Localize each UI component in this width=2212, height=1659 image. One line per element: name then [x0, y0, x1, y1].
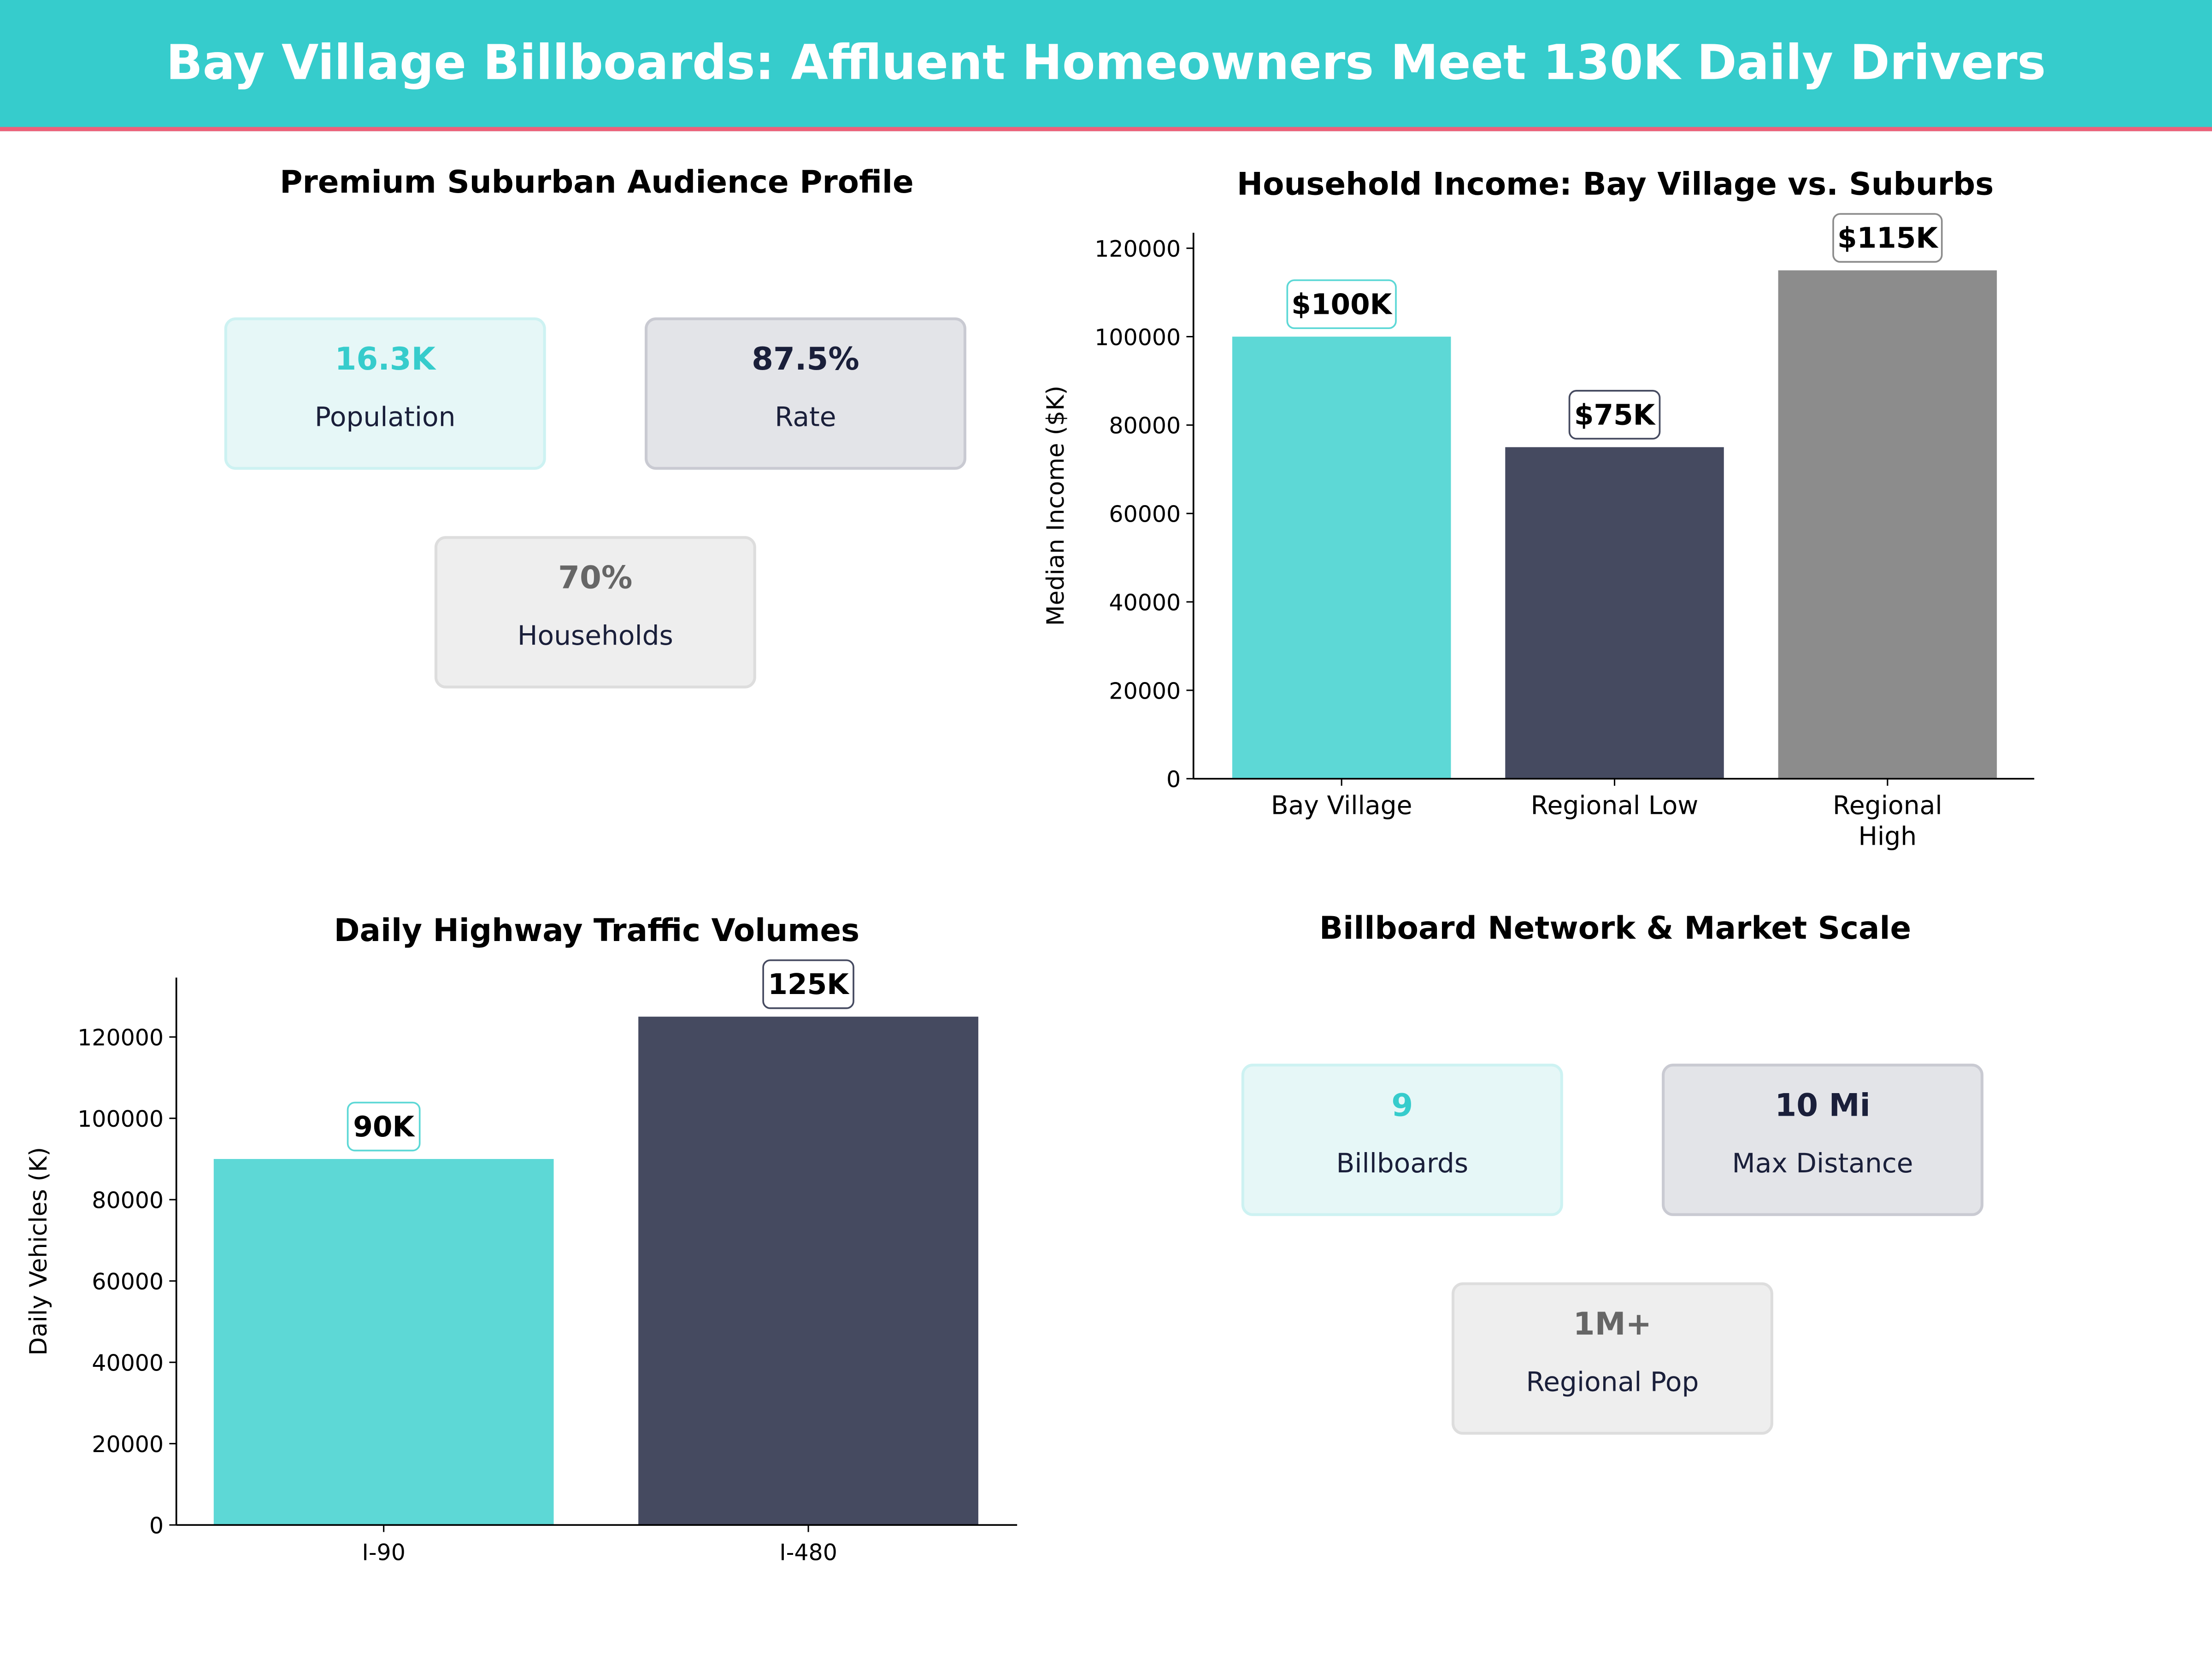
x-tick-label: Bay Village	[1271, 790, 1412, 820]
stat-value: 70%	[558, 561, 633, 597]
stat-label: Regional Pop	[1526, 1367, 1699, 1398]
stat-card-max-distance: 10 Mi Max Distance	[1662, 1064, 1984, 1216]
y-tick-label: 60000	[1109, 501, 1181, 528]
stat-card-rate: 87.5% Rate	[644, 317, 966, 470]
stat-label: Billboards	[1336, 1148, 1469, 1180]
y-tick-label: 80000	[1109, 413, 1181, 439]
stat-card-billboards: 9 Billboards	[1241, 1064, 1563, 1216]
data-label-box	[347, 1101, 421, 1152]
x-tick-label: Regional Low	[1531, 790, 1699, 820]
y-axis-label: Daily Vehicles (K)	[25, 1147, 53, 1356]
data-label-box	[1286, 279, 1397, 329]
y-tick-label: 120000	[77, 1025, 164, 1051]
data-label: $115K	[1837, 222, 1939, 255]
y-tick-label: 100000	[1094, 324, 1181, 351]
page-title: Bay Village Billboards: Affluent Homeown…	[166, 35, 2046, 92]
bar-i-90	[213, 1159, 554, 1525]
chart-title: Daily Highway Traffic Volumes	[334, 912, 859, 948]
data-label: 125K	[768, 968, 850, 1001]
y-tick-label: 0	[149, 1513, 164, 1539]
data-label: 90K	[353, 1111, 415, 1143]
network-panel-title: Billboard Network & Market Scale	[1319, 912, 1912, 947]
data-label-box	[762, 959, 854, 1009]
chart-1: Daily Highway Traffic Volumes 90K I-90 125K…	[25, 912, 1018, 1566]
stat-label: Households	[517, 620, 673, 652]
data-label: $100K	[1291, 288, 1393, 321]
stat-label: Population	[314, 402, 456, 433]
stat-label: Rate	[775, 402, 836, 433]
stat-value: 16.3K	[335, 342, 435, 378]
chart-title: Household Income: Bay Village vs. Suburb…	[1237, 165, 1994, 202]
y-axis-label: Median Income ($K)	[1042, 386, 1070, 626]
x-tick-label: I-90	[362, 1540, 405, 1566]
audience-panel-title: Premium Suburban Audience Profile	[280, 165, 914, 201]
data-label-box	[1832, 213, 1943, 263]
data-label-box	[1568, 390, 1661, 440]
y-tick-label: 120000	[1094, 236, 1181, 262]
y-tick-label: 0	[1166, 766, 1181, 793]
header-banner: Bay Village Billboards: Affluent Homeown…	[0, 0, 2212, 131]
y-tick-label: 100000	[77, 1106, 164, 1132]
x-tick-label: Regional	[1833, 790, 1942, 820]
y-tick-label: 60000	[92, 1269, 164, 1295]
bar-i-480	[638, 1017, 978, 1525]
stat-card-households: 70% Households	[434, 536, 756, 688]
y-tick-label: 80000	[92, 1188, 164, 1214]
data-label: $75K	[1574, 399, 1656, 431]
stat-value: 87.5%	[752, 342, 859, 378]
chart-0: Household Income: Bay Village vs. Suburb…	[1042, 165, 2035, 851]
stat-value: 1M+	[1573, 1307, 1652, 1343]
stat-value: 9	[1391, 1089, 1413, 1124]
bar-bay-village	[1232, 336, 1451, 779]
x-tick-label: I-480	[779, 1540, 837, 1566]
y-tick-label: 40000	[92, 1350, 164, 1377]
y-tick-label: 20000	[1109, 678, 1181, 704]
y-tick-label: 40000	[1109, 589, 1181, 616]
x-tick-label: High	[1859, 822, 1917, 851]
stat-label: Max Distance	[1732, 1148, 1913, 1180]
bar-regional-low	[1505, 447, 1724, 779]
bar-regional-high	[1778, 270, 1997, 779]
y-tick-label: 20000	[92, 1431, 164, 1458]
stat-card-regional-pop: 1M+ Regional Pop	[1451, 1282, 1773, 1435]
stat-card-population: 16.3K Population	[224, 317, 546, 470]
stat-value: 10 Mi	[1775, 1089, 1871, 1124]
